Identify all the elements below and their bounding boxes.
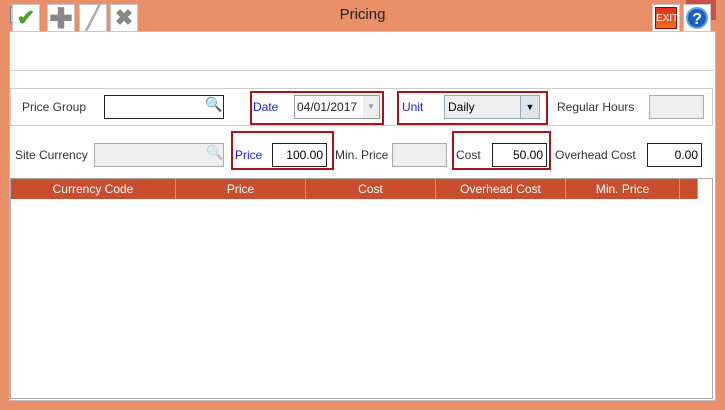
help-button[interactable]: ? (683, 4, 711, 32)
regular-hours-label: Regular Hours (557, 100, 635, 114)
add-button[interactable]: ✚ (47, 2, 75, 34)
window-title: Pricing (339, 6, 386, 23)
price-label: Price (235, 148, 263, 162)
check-icon: ✔ (16, 5, 36, 30)
column-header-overhead-cost[interactable]: Overhead Cost (436, 179, 566, 199)
chevron-down-icon: ▼ (520, 96, 539, 118)
regular-hours-field (649, 95, 704, 119)
edit-button[interactable]: ╱ (79, 4, 107, 32)
price-group-label: Price Group (22, 100, 87, 114)
overhead-cost-field[interactable]: 0.00 (647, 143, 702, 167)
search-icon: 🔍 (206, 144, 224, 160)
delete-button[interactable]: ✖ (110, 4, 138, 32)
column-header-currency-code[interactable]: Currency Code (11, 179, 176, 199)
min-price-label: Min. Price (335, 148, 389, 162)
search-icon[interactable]: 🔍 (205, 96, 223, 112)
price-field[interactable]: 100.00 (272, 143, 327, 167)
save-button[interactable]: ✔ (12, 4, 40, 32)
price-group-field[interactable] (104, 95, 224, 119)
pencil-icon: ╱ (86, 5, 100, 30)
help-icon: ? (686, 7, 708, 29)
column-header-price[interactable]: Price (176, 179, 306, 199)
price-highlight (231, 131, 334, 170)
site-currency-label: Site Currency (15, 148, 88, 162)
cost-label: Cost (456, 148, 481, 162)
x-icon: ✖ (114, 5, 134, 30)
site-currency-field (94, 143, 224, 167)
exit-icon: EXIT (655, 7, 678, 29)
date-label: Date (253, 100, 279, 114)
cost-field[interactable]: 50.00 (492, 143, 547, 167)
unit-highlight (397, 91, 548, 125)
pricing-table (10, 178, 713, 399)
date-field[interactable]: 04/01/2017 ▼ (294, 95, 380, 119)
plus-icon: ✚ (49, 2, 73, 34)
overhead-cost-label: Overhead Cost (555, 148, 636, 162)
column-header-filler (680, 179, 698, 199)
toolbar (9, 31, 716, 71)
exit-button[interactable]: EXIT (652, 4, 680, 32)
column-header-min-price[interactable]: Min. Price (566, 179, 680, 199)
title-bar: Pricing (0, 0, 725, 32)
chevron-down-icon: ▼ (363, 96, 379, 118)
cost-highlight (452, 131, 551, 170)
min-price-field (392, 143, 447, 167)
date-highlight (250, 91, 384, 125)
unit-label: Unit (402, 100, 424, 114)
column-header-cost[interactable]: Cost (306, 179, 436, 199)
unit-select[interactable]: Daily ▼ (444, 95, 540, 119)
